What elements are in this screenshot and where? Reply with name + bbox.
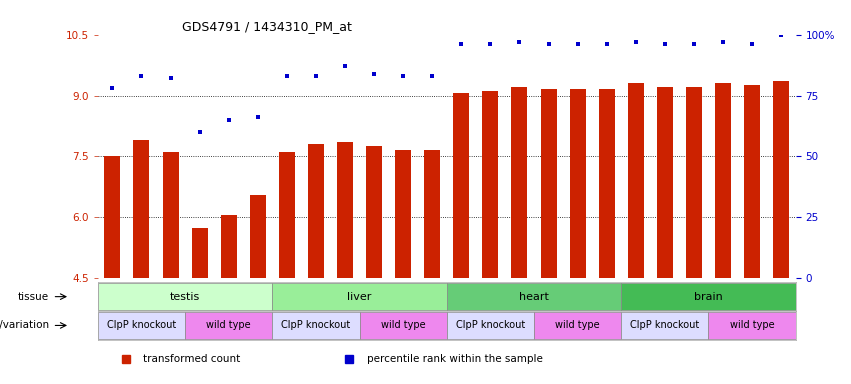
Bar: [454, 93, 469, 278]
Point: [512, 39, 526, 45]
Point: [571, 41, 585, 47]
Bar: [447, 283, 621, 310]
Text: wild type: wild type: [730, 320, 774, 331]
Bar: [621, 312, 708, 339]
Text: testis: testis: [170, 291, 200, 302]
Bar: [540, 89, 557, 278]
Bar: [359, 312, 447, 339]
Text: liver: liver: [347, 291, 372, 302]
Bar: [98, 283, 272, 310]
Bar: [250, 195, 266, 278]
Text: wild type: wild type: [207, 320, 251, 331]
Point: [687, 41, 700, 47]
Text: wild type: wild type: [556, 320, 600, 331]
Bar: [279, 152, 294, 278]
Point: [163, 75, 177, 81]
Bar: [686, 88, 702, 278]
Bar: [774, 81, 789, 278]
Point: [280, 73, 294, 79]
Bar: [134, 140, 150, 278]
Text: ClpP knockout: ClpP knockout: [107, 320, 176, 331]
Bar: [395, 151, 411, 278]
Point: [717, 39, 730, 45]
Point: [134, 73, 148, 79]
Bar: [715, 83, 731, 278]
Bar: [366, 146, 382, 278]
Point: [106, 85, 119, 91]
Text: wild type: wild type: [381, 320, 426, 331]
Bar: [163, 152, 179, 278]
Text: heart: heart: [519, 291, 549, 302]
Bar: [744, 85, 760, 278]
Text: GDS4791 / 1434310_PM_at: GDS4791 / 1434310_PM_at: [181, 20, 351, 33]
Bar: [220, 215, 237, 278]
Text: genotype/variation: genotype/variation: [0, 320, 49, 331]
Point: [426, 73, 439, 79]
Bar: [628, 83, 643, 278]
Text: ClpP knockout: ClpP knockout: [631, 320, 700, 331]
Text: transformed count: transformed count: [143, 354, 241, 364]
Bar: [599, 89, 614, 278]
Text: ClpP knockout: ClpP knockout: [282, 320, 351, 331]
Bar: [511, 88, 528, 278]
Bar: [272, 312, 360, 339]
Point: [222, 117, 236, 123]
Bar: [709, 312, 796, 339]
Point: [397, 73, 410, 79]
Point: [338, 63, 351, 70]
Bar: [105, 157, 120, 278]
Point: [193, 129, 207, 135]
Bar: [272, 283, 447, 310]
Text: percentile rank within the sample: percentile rank within the sample: [367, 354, 542, 364]
Point: [368, 71, 381, 77]
Text: brain: brain: [694, 291, 722, 302]
Bar: [657, 88, 673, 278]
Bar: [425, 151, 440, 278]
Point: [629, 39, 643, 45]
Bar: [98, 312, 186, 339]
Bar: [621, 283, 796, 310]
Bar: [447, 312, 534, 339]
Point: [454, 41, 468, 47]
Bar: [186, 312, 272, 339]
Bar: [534, 312, 621, 339]
Point: [658, 41, 671, 47]
Text: ClpP knockout: ClpP knockout: [456, 320, 525, 331]
Point: [745, 41, 759, 47]
Bar: [569, 89, 585, 278]
Point: [251, 114, 265, 121]
Bar: [337, 142, 353, 278]
Point: [483, 41, 497, 47]
Bar: [483, 91, 499, 278]
Point: [542, 41, 556, 47]
Point: [774, 31, 788, 38]
Text: tissue: tissue: [18, 291, 49, 302]
Bar: [308, 144, 324, 278]
Point: [600, 41, 614, 47]
Point: [309, 73, 323, 79]
Bar: [191, 228, 208, 278]
